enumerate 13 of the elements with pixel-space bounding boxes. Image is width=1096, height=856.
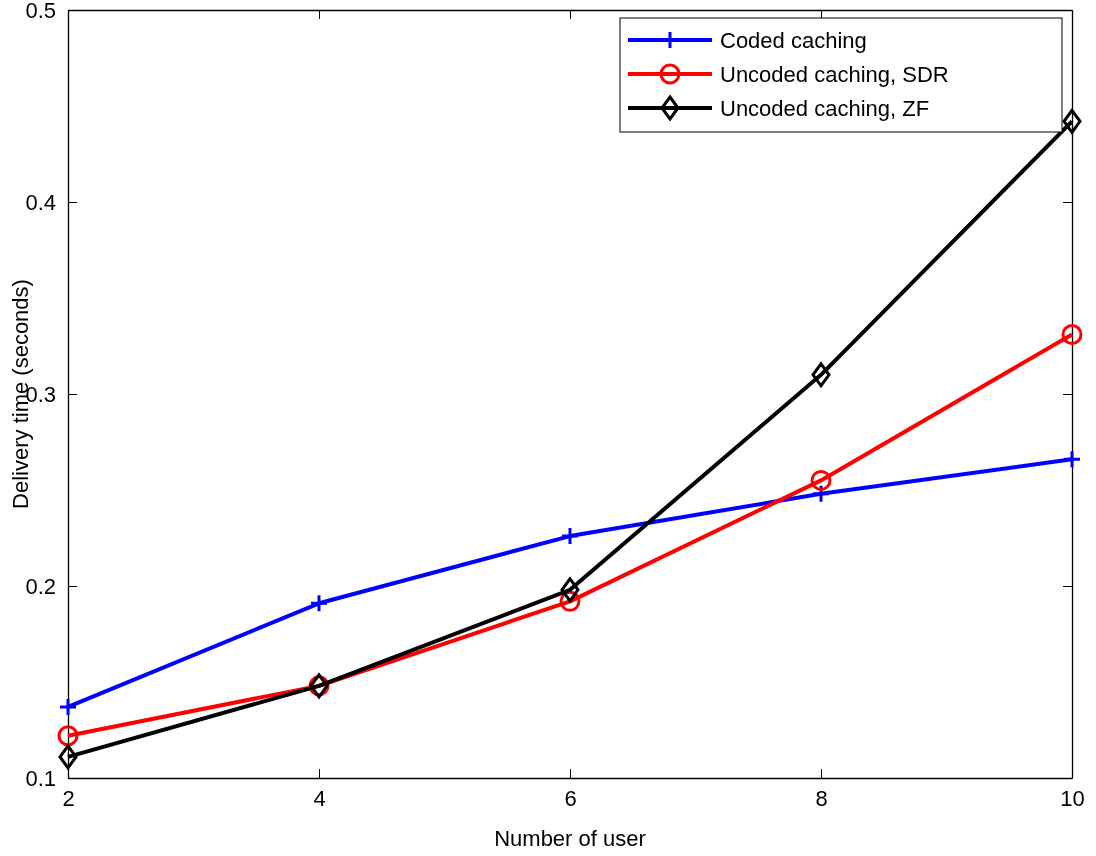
y-tick-label: 0.2 [25, 574, 56, 600]
y-tick-label: 0.5 [25, 0, 56, 24]
x-tick-label: 8 [815, 785, 828, 811]
y-tick-label: 0.4 [25, 190, 56, 216]
legend-label: Uncoded caching, SDR [720, 61, 949, 87]
x-axis-title: Number of user [494, 826, 646, 851]
x-tick-label: 2 [62, 785, 75, 811]
legend-label: Uncoded caching, ZF [720, 95, 930, 121]
x-tick-label: 10 [1060, 785, 1085, 811]
y-tick-label: 0.1 [25, 766, 56, 792]
x-tick-label: 6 [564, 785, 577, 811]
legend-label: Coded caching [720, 27, 867, 53]
x-tick-label: 4 [313, 785, 326, 811]
